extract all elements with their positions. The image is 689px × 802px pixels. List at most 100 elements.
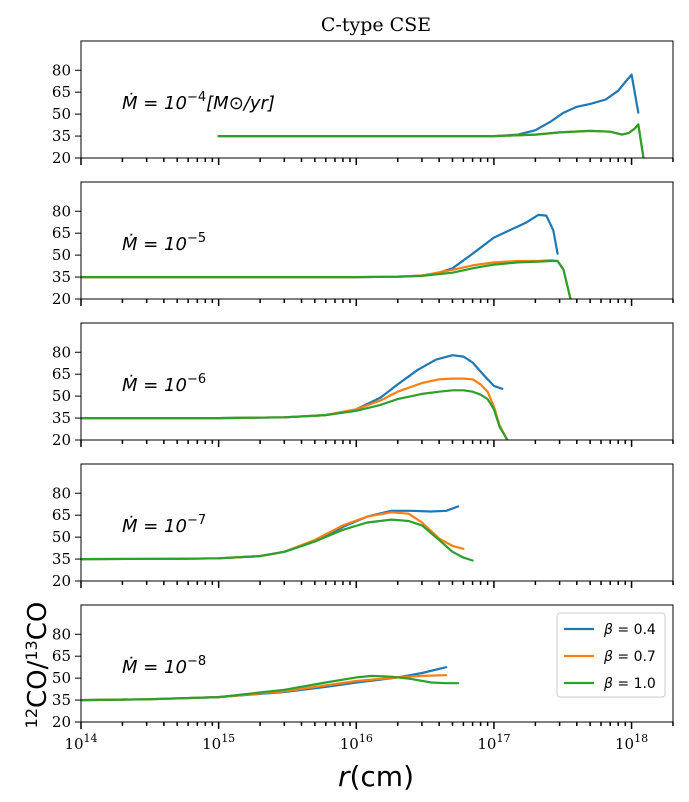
- panel-frame: [80, 322, 674, 441]
- y-tick-label: 80: [52, 625, 71, 643]
- x-tick-exponent: 14: [84, 732, 98, 745]
- panel-4: 20 35 50 65 80 Ṁ = 10−7: [52, 463, 674, 590]
- y-tick-label: 20: [52, 290, 71, 308]
- plot-area: [81, 41, 673, 158]
- y-tick-label: 80: [52, 484, 71, 502]
- y-tick-label: 20: [52, 149, 71, 167]
- x-tick-label: 1018: [615, 732, 648, 753]
- series-line-b10: [81, 674, 460, 702]
- x-tick-base: 10: [202, 735, 221, 753]
- legend: β = 0.4β = 0.7β = 1.0: [556, 612, 666, 698]
- mass-loss-unit: [M⊙/yr]: [206, 93, 275, 114]
- y-tick-label: 50: [52, 528, 71, 546]
- y-axis-label-sup2: 13: [22, 640, 41, 660]
- plot-area: [81, 182, 673, 299]
- legend-label: β = 0.7: [603, 649, 656, 665]
- plot-area: [81, 323, 673, 440]
- y-tick-label: 35: [52, 127, 71, 145]
- y-tick-label: 50: [52, 669, 71, 687]
- x-tick-label: 1015: [202, 732, 235, 753]
- plot-area: [81, 464, 673, 581]
- y-tick-label: 65: [52, 83, 71, 101]
- legend-box: [556, 612, 666, 698]
- y-tick-label: 20: [52, 431, 71, 449]
- panel-2: 20 35 50 65 80 Ṁ = 10−5: [52, 181, 674, 308]
- y-tick-label: 65: [52, 224, 71, 242]
- x-tick-base: 10: [64, 735, 83, 753]
- x-tick-exponent: 17: [496, 732, 510, 745]
- legend-label-value: = 1.0: [613, 676, 656, 692]
- x-tick-exponent: 18: [634, 732, 648, 745]
- y-tick-label: 35: [52, 268, 71, 286]
- y-tick-label: 35: [52, 409, 71, 427]
- x-tick-labels: 1014 1015 1016 1017 1018: [64, 732, 648, 753]
- y-tick-label: 65: [52, 647, 71, 665]
- x-tick-label: 1014: [64, 732, 97, 753]
- series-line-b10: [81, 259, 572, 299]
- y-tick-label: 20: [52, 572, 71, 590]
- y-tick-label: 50: [52, 387, 71, 405]
- series-group: [217, 73, 645, 158]
- series-line-b10: [217, 123, 645, 158]
- series-group: [81, 505, 474, 562]
- legend-label-greek: β: [603, 622, 613, 638]
- x-tick-exponent: 15: [221, 732, 235, 745]
- mass-loss-prefix: Ṁ = 10: [122, 93, 187, 114]
- x-axis-label: r(cm): [338, 760, 414, 793]
- y-tick-label: 35: [52, 691, 71, 709]
- y-axis-label-co2: CO: [23, 602, 53, 641]
- x-tick-label: 1017: [477, 732, 510, 753]
- series-line-b10: [81, 389, 509, 440]
- panel-1: 20 35 50 65 80 Ṁ = 10−4[M⊙/yr]: [52, 40, 674, 167]
- x-tick-exponent: 16: [359, 732, 373, 745]
- mass-loss-label: Ṁ = 10−5: [122, 231, 206, 255]
- series-line-b10: [81, 518, 474, 562]
- panel-3: 20 35 50 65 80 Ṁ = 10−6: [52, 322, 674, 449]
- mass-loss-exponent: −7: [187, 513, 206, 528]
- y-tick-label: 50: [52, 105, 71, 123]
- mass-loss-label: Ṁ = 10−7: [122, 513, 206, 537]
- y-tick-label: 80: [52, 343, 71, 361]
- x-axis-label-unit: (cm): [349, 760, 414, 793]
- panel-frame: [80, 463, 674, 582]
- y-tick-label: 80: [52, 202, 71, 220]
- mass-loss-exponent: −6: [187, 372, 206, 387]
- mass-loss-prefix: Ṁ = 10: [122, 375, 187, 396]
- panel-frame: [80, 40, 674, 159]
- x-tick-base: 10: [340, 735, 359, 753]
- chart-title: C-type CSE: [321, 14, 431, 36]
- legend-label-value: = 0.4: [613, 622, 656, 638]
- mass-loss-prefix: Ṁ = 10: [122, 516, 187, 537]
- legend-label-greek: β: [603, 676, 613, 692]
- x-axis-label-var: r: [338, 760, 351, 793]
- panels: 20 35 50 65 80 Ṁ = 10−4[M⊙/yr] 20 35 50 65 80 Ṁ = 1…: [52, 40, 674, 731]
- mass-loss-prefix: Ṁ = 10: [122, 657, 187, 678]
- y-axis-label: 12CO/13CO: [22, 602, 53, 729]
- panel-frame: [80, 181, 674, 300]
- mass-loss-label: Ṁ = 10−6: [122, 372, 206, 396]
- series-group: [81, 213, 572, 299]
- legend-label-value: = 0.7: [613, 649, 656, 665]
- y-tick-label: 80: [52, 61, 71, 79]
- mass-loss-label: Ṁ = 10−8: [122, 654, 206, 678]
- y-tick-label: 20: [52, 713, 71, 731]
- mass-loss-label: Ṁ = 10−4[M⊙/yr]: [122, 90, 275, 114]
- series-group: [81, 354, 509, 440]
- mass-loss-prefix: Ṁ = 10: [122, 234, 187, 255]
- y-axis-label-sup1: 12: [22, 708, 41, 728]
- y-tick-label: 65: [52, 506, 71, 524]
- mass-loss-exponent: −5: [187, 231, 206, 246]
- panel-frame: [80, 604, 674, 723]
- y-axis-label-co1: CO/: [23, 660, 53, 708]
- legend-label: β = 1.0: [603, 676, 656, 692]
- legend-label-greek: β: [603, 649, 613, 665]
- series-group: [81, 666, 460, 702]
- y-tick-label: 65: [52, 365, 71, 383]
- x-tick-base: 10: [615, 735, 634, 753]
- x-tick-label: 1016: [340, 732, 373, 753]
- y-tick-label: 35: [52, 550, 71, 568]
- legend-label: β = 0.4: [603, 622, 656, 638]
- y-tick-label: 50: [52, 246, 71, 264]
- mass-loss-exponent: −8: [187, 654, 206, 669]
